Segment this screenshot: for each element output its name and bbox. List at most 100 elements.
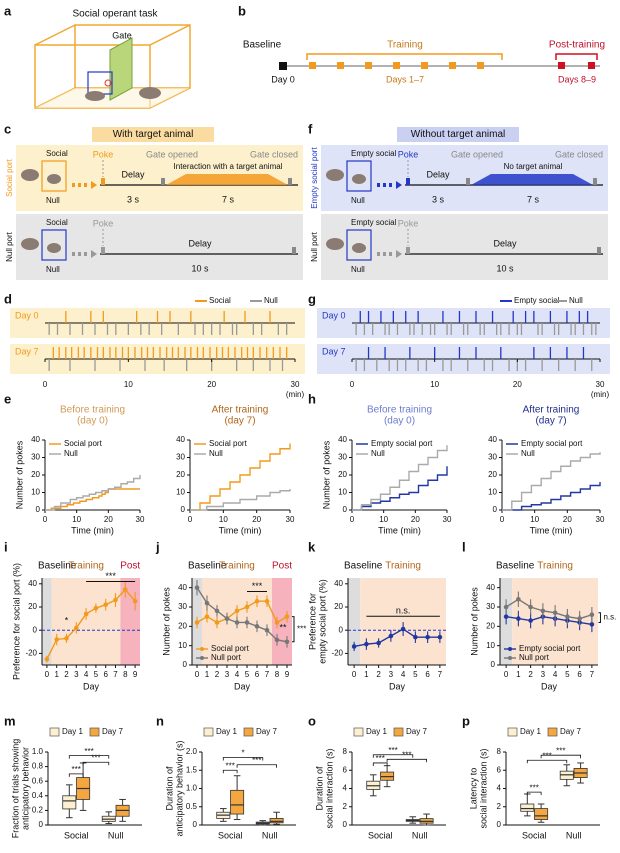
point: [264, 598, 270, 604]
point: [376, 640, 381, 646]
port-label: Social: [46, 149, 68, 158]
x-tick-label: 1: [364, 670, 369, 679]
gate-mark: [161, 178, 165, 185]
baseline-label: Baseline: [243, 40, 282, 51]
arrow-dash: [78, 183, 81, 187]
day-marker: [477, 62, 484, 69]
y-tick-label: 20: [178, 621, 187, 630]
significance-bracket: [236, 764, 277, 768]
x-tick-label: 2: [215, 670, 220, 679]
point: [44, 656, 50, 662]
y-tick-label: 6: [343, 765, 348, 774]
interaction-span: [471, 174, 593, 185]
y-tick-label: -20: [25, 649, 37, 658]
panel-label: p: [462, 713, 470, 728]
point: [284, 639, 290, 645]
point: [74, 625, 79, 631]
x-tick-label: 0: [352, 670, 357, 679]
arrow-dash: [383, 183, 386, 187]
y-axis-label: anticipatory behavior (s): [174, 740, 184, 836]
y-tick-label: 2.0: [186, 747, 198, 756]
y-tick-label: 8: [343, 747, 348, 756]
poke-port: [104, 79, 112, 87]
panel-label: e: [4, 391, 11, 406]
annotation: ***: [376, 754, 385, 763]
x-tick-label: 8: [123, 670, 128, 679]
x-tick-label: 20: [252, 515, 261, 524]
box: [62, 795, 77, 810]
legend-swatch: [203, 727, 214, 737]
point: [254, 624, 260, 629]
y-tick-label: 10: [486, 641, 495, 650]
x-axis-label: Day: [541, 681, 558, 691]
annotation: ***: [388, 746, 397, 755]
row-bg: [16, 214, 303, 280]
legend-label: Day 7: [256, 727, 277, 736]
point: [528, 618, 533, 623]
y-tick-label: 0: [497, 820, 502, 829]
legend-label: Null: [569, 296, 583, 305]
y-tick-label: 0.4: [32, 791, 44, 800]
y-tick-label: 1.0: [32, 747, 44, 756]
significance-bracket: [372, 754, 414, 758]
side-label: Social port: [5, 158, 14, 197]
box: [269, 818, 284, 824]
chart-title: (day 7): [535, 416, 566, 427]
x-tick-label: 6: [103, 670, 108, 679]
poke-label: Poke: [398, 218, 419, 228]
y-tick-label: 10: [338, 488, 347, 497]
x-axis-label: Time (min): [378, 525, 421, 535]
significance-bracket: [372, 762, 388, 766]
significance-bracket: [526, 791, 542, 796]
y-tick-label: 10: [176, 488, 185, 497]
point: [516, 596, 521, 602]
poke-mark: [406, 178, 410, 185]
panel-label: g: [308, 291, 316, 306]
region-label: Post: [120, 561, 140, 572]
end-mark: [292, 247, 296, 254]
port-label: Social: [46, 218, 68, 227]
x-tick-label: 7: [590, 670, 595, 679]
x-tick-label: 2: [528, 670, 533, 679]
x-tick-label: Social: [64, 830, 89, 840]
point: [234, 620, 240, 625]
legend-label: Empty social port: [519, 644, 581, 653]
arrow-dash: [389, 183, 392, 187]
poke-mark: [406, 247, 410, 254]
arrow-head: [91, 250, 97, 258]
poke-mark: [101, 247, 105, 254]
y-tick-label: -20: [331, 649, 343, 658]
legend-label: Empty social: [514, 296, 560, 305]
y-tick-label: 4: [343, 784, 348, 793]
annotation: ***: [105, 571, 116, 581]
point: [351, 644, 357, 649]
annotation: ***: [556, 746, 565, 755]
x-tick-label: 30: [286, 515, 295, 524]
interaction-label: Interaction with a target animal: [174, 162, 283, 171]
significance-bracket: [68, 755, 110, 759]
box: [520, 803, 535, 812]
x-tick-label: 5: [565, 670, 570, 679]
annotation: ***: [542, 751, 551, 760]
x-tick-label: 7: [113, 670, 118, 679]
step-line: [45, 475, 141, 511]
region: [42, 578, 52, 665]
significance-bracket: [386, 758, 427, 763]
point: [83, 611, 89, 617]
mouse: [21, 238, 39, 250]
significance-bracket: [222, 757, 264, 761]
y-tick-label: 0.6: [32, 776, 44, 785]
gate-opened-label: Gate opened: [451, 149, 503, 159]
x-axis-label: Day: [234, 681, 251, 691]
y-tick-label: 10: [31, 488, 40, 497]
delay-label: Delay: [121, 169, 145, 179]
arrow-dash: [84, 183, 87, 187]
gate-mark: [288, 178, 292, 185]
panel-label: n: [156, 713, 164, 728]
panel-label: o: [308, 713, 316, 728]
x-tick-label: 9: [285, 670, 290, 679]
legend-swatch: [507, 727, 518, 737]
y-tick-label: 0.8: [32, 762, 44, 771]
point: [244, 620, 250, 625]
port-box: [41, 160, 67, 192]
